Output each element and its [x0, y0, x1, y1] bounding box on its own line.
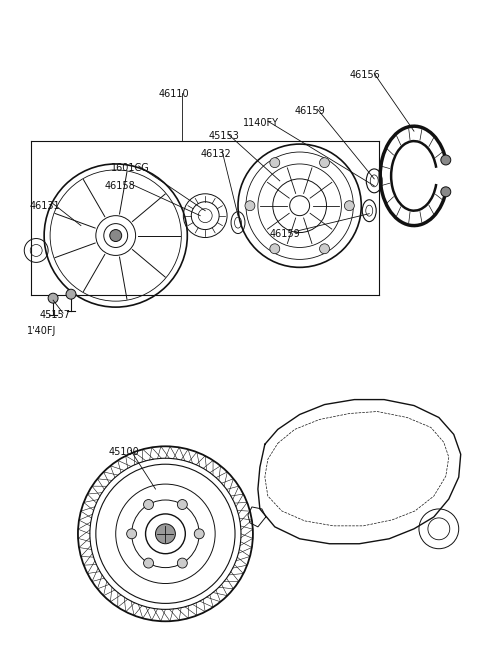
Circle shape — [320, 244, 329, 254]
Circle shape — [178, 558, 187, 568]
Circle shape — [144, 499, 154, 509]
Text: 1'40FJ: 1'40FJ — [27, 326, 57, 336]
Text: 46131: 46131 — [29, 201, 60, 211]
Text: 46110: 46110 — [158, 89, 189, 99]
Circle shape — [48, 293, 58, 303]
Circle shape — [127, 529, 137, 539]
Circle shape — [194, 529, 204, 539]
Circle shape — [441, 155, 451, 165]
Text: 46132: 46132 — [200, 149, 231, 159]
Text: 1140FY: 1140FY — [243, 118, 279, 128]
Circle shape — [156, 524, 175, 544]
Circle shape — [320, 158, 329, 168]
Circle shape — [245, 201, 255, 211]
Circle shape — [110, 229, 122, 242]
Text: 45100: 45100 — [109, 447, 140, 457]
Circle shape — [66, 289, 76, 299]
Text: 45157: 45157 — [39, 310, 70, 320]
Text: 1601CG: 1601CG — [111, 163, 149, 173]
Text: 46158: 46158 — [105, 181, 135, 191]
Circle shape — [441, 187, 451, 196]
Circle shape — [144, 558, 154, 568]
Text: 45153: 45153 — [208, 131, 239, 141]
Text: 46159: 46159 — [295, 106, 325, 116]
Circle shape — [270, 158, 280, 168]
Circle shape — [344, 201, 354, 211]
Circle shape — [270, 244, 280, 254]
Circle shape — [178, 499, 187, 509]
Text: 46156: 46156 — [349, 70, 380, 79]
Text: 46159: 46159 — [270, 229, 300, 238]
